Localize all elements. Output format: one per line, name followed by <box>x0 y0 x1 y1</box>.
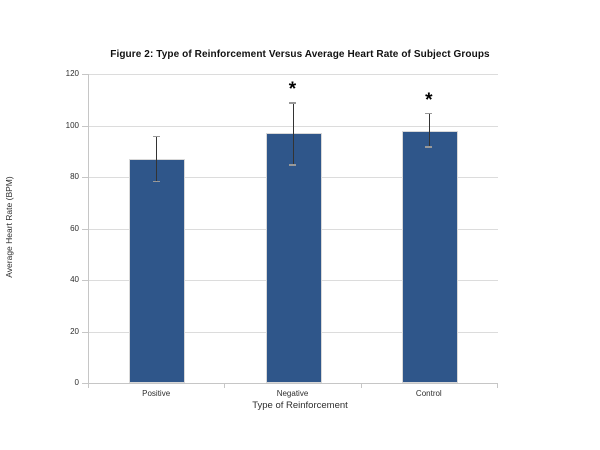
y-tick-label: 80 <box>70 172 79 181</box>
y-tick-label: 120 <box>65 69 79 78</box>
error-bar-cap-top <box>425 112 433 115</box>
y-tick-mark <box>82 383 88 384</box>
significance-asterisk: * <box>425 89 433 111</box>
y-tick-mark <box>82 177 88 178</box>
y-tick-mark <box>82 280 88 281</box>
error-bar-cap-bottom <box>152 180 160 183</box>
y-tick-label: 20 <box>70 326 79 336</box>
chart-title: Figure 2: Type of Reinforcement Versus A… <box>110 49 490 60</box>
y-tick-mark <box>82 125 88 127</box>
x-tick-mark <box>88 384 89 388</box>
x-axis-title: Type of Reinforcement <box>252 400 348 411</box>
y-tick-label: 0 <box>74 378 79 387</box>
x-category-label: Negative <box>276 389 309 398</box>
y-axis-title: Average Heart Rate (BPM) <box>4 176 14 278</box>
x-category-label: Control <box>415 389 442 398</box>
error-bar-cap-bottom <box>425 146 433 148</box>
y-tick-label: 60 <box>70 223 79 233</box>
error-bar-cap-top <box>289 102 296 104</box>
x-tick-mark <box>224 384 226 388</box>
bar-positive <box>129 158 186 383</box>
significance-asterisk: * <box>288 79 297 101</box>
error-bar-cap-top <box>152 135 160 138</box>
y-tick-mark <box>82 331 88 333</box>
plot-area <box>88 74 498 384</box>
bar-control <box>401 130 458 383</box>
y-tick-label: 100 <box>65 120 79 130</box>
x-tick-mark <box>497 384 498 388</box>
gridline <box>89 125 498 127</box>
x-category-label: Positive <box>142 389 171 398</box>
error-bar <box>428 112 430 147</box>
x-tick-mark <box>360 384 362 388</box>
y-tick-mark <box>82 74 88 75</box>
y-tick-mark <box>82 228 88 230</box>
error-bar-cap-bottom <box>289 164 296 166</box>
error-bar <box>156 135 158 181</box>
error-bar <box>292 102 294 165</box>
y-tick-label: 40 <box>70 275 79 284</box>
bar-negative <box>265 133 322 383</box>
gridline <box>89 74 498 75</box>
